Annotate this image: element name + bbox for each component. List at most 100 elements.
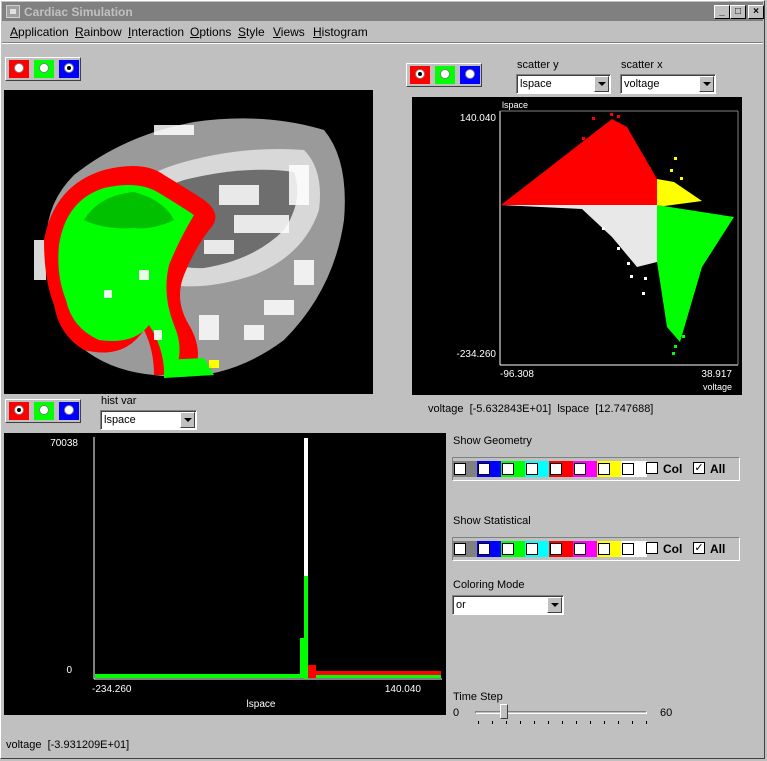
scatter-radio-red[interactable]: [410, 66, 430, 84]
checkbox[interactable]: [598, 543, 610, 555]
title-bar[interactable]: Cardiac Simulation _ □ ×: [2, 2, 764, 21]
statistical-col-checkbox[interactable]: [646, 542, 658, 554]
statistical-swatch[interactable]: [597, 541, 623, 557]
scatter-ymin: -234.260: [457, 349, 497, 360]
maximize-button[interactable]: □: [730, 5, 746, 19]
slider-tick: [604, 721, 605, 724]
checkbox[interactable]: [598, 463, 610, 475]
hist-var-select[interactable]: lspace: [100, 410, 197, 430]
histogram-color-radio-group: [5, 399, 81, 423]
statistical-swatch[interactable]: [573, 541, 599, 557]
geometry-radio-blue[interactable]: [59, 60, 79, 78]
scatter-xmax: 38.917: [701, 369, 732, 380]
scatter-y-select[interactable]: lspace: [516, 74, 611, 94]
show-geometry-label: Show Geometry: [453, 435, 532, 447]
time-step-slider-thumb[interactable]: [500, 704, 508, 719]
geometry-swatch[interactable]: [549, 461, 575, 477]
chevron-down-icon[interactable]: [699, 76, 714, 92]
checkbox[interactable]: [550, 463, 562, 475]
coloring-mode-label: Coloring Mode: [453, 579, 525, 591]
statistical-swatch[interactable]: [453, 541, 479, 557]
histogram-plot[interactable]: 70038 0 -234.260 140.040 lspace: [4, 433, 446, 715]
checkbox[interactable]: [550, 543, 562, 555]
hist-ymax: 70038: [50, 438, 78, 449]
statistical-all-checkbox[interactable]: ✓: [693, 542, 705, 554]
checkbox[interactable]: [502, 463, 514, 475]
chevron-down-icon[interactable]: [547, 597, 562, 613]
menu-application[interactable]: Application: [10, 25, 69, 39]
slider-tick: [478, 721, 479, 724]
checkbox[interactable]: [478, 543, 490, 555]
menu-histogram[interactable]: Histogram: [313, 25, 368, 39]
geometry-swatch[interactable]: [597, 461, 623, 477]
radio-dot: [14, 63, 24, 73]
scatter-x-label: scatter x: [621, 59, 663, 71]
radio-dot: [64, 405, 74, 415]
geometry-radio-green[interactable]: [34, 60, 54, 78]
hist-ymin: 0: [66, 665, 72, 676]
checkbox[interactable]: [454, 543, 466, 555]
geometry-radio-red[interactable]: [9, 60, 29, 78]
menu-options[interactable]: Options: [190, 25, 232, 39]
show-statistical-label: Show Statistical: [453, 515, 531, 527]
statistical-swatch[interactable]: [549, 541, 575, 557]
app-icon[interactable]: [6, 5, 20, 18]
slider-tick: [618, 721, 619, 724]
checkbox[interactable]: [526, 543, 538, 555]
menu-views[interactable]: Views: [273, 25, 305, 39]
scatter-x-select[interactable]: voltage: [620, 74, 716, 94]
checkbox[interactable]: [454, 463, 466, 475]
scatter-x-value: voltage: [624, 78, 660, 90]
slider-tick: [646, 721, 647, 724]
geometry-swatch[interactable]: [525, 461, 551, 477]
hist-x-axis-title: lspace: [247, 699, 276, 710]
chevron-down-icon[interactable]: [180, 412, 195, 428]
geometry-swatch[interactable]: [501, 461, 527, 477]
checkbox[interactable]: [622, 543, 634, 555]
radio-dot: [465, 69, 475, 79]
checkbox[interactable]: [574, 543, 586, 555]
coloring-mode-select[interactable]: or: [452, 595, 564, 615]
geometry-swatch[interactable]: [573, 461, 599, 477]
scatter-radio-blue[interactable]: [460, 66, 480, 84]
minimize-button[interactable]: _: [714, 5, 730, 19]
checkbox[interactable]: [478, 463, 490, 475]
statistical-swatch[interactable]: [501, 541, 527, 557]
menu-rainbow[interactable]: Rainbow: [75, 25, 122, 39]
checkbox[interactable]: [526, 463, 538, 475]
geometry-swatch[interactable]: [621, 461, 647, 477]
radio-dot: [440, 69, 450, 79]
time-step-slider-track[interactable]: [475, 711, 647, 714]
geometry-swatch[interactable]: [453, 461, 479, 477]
statistical-swatch[interactable]: [525, 541, 551, 557]
window-title: Cardiac Simulation: [24, 5, 133, 19]
geometry-swatch[interactable]: [477, 461, 503, 477]
close-button[interactable]: ×: [748, 5, 764, 19]
hist-radio-red[interactable]: [9, 402, 29, 420]
checkbox[interactable]: [502, 543, 514, 555]
statistical-col-label: Col: [663, 542, 683, 556]
statistical-all-label: All: [710, 542, 726, 556]
geometry-col-checkbox[interactable]: [646, 462, 658, 474]
scatter-y-label: scatter y: [517, 59, 559, 71]
menu-style[interactable]: Style: [238, 25, 265, 39]
checkbox[interactable]: [622, 463, 634, 475]
hist-radio-blue[interactable]: [59, 402, 79, 420]
time-step-max: 60: [660, 707, 673, 719]
statistical-swatch[interactable]: [477, 541, 503, 557]
histogram-canvas: 70038 0 -234.260 140.040 lspace: [50, 437, 442, 710]
menu-interaction[interactable]: Interaction: [128, 25, 185, 39]
checkbox[interactable]: [574, 463, 586, 475]
scatter-radio-green[interactable]: [435, 66, 455, 84]
hist-radio-green[interactable]: [34, 402, 54, 420]
geometry-all-checkbox[interactable]: ✓: [693, 462, 705, 474]
heart-model-image: [34, 118, 345, 378]
heart-3d-view[interactable]: [4, 90, 373, 394]
scatter-plot[interactable]: 140.040 -234.260 -96.308 38.917 lspace v…: [412, 97, 742, 395]
menu-bar: Application Rainbow Interaction Options …: [2, 22, 763, 41]
radio-dot: [39, 63, 49, 73]
statistical-swatch[interactable]: [621, 541, 647, 557]
slider-tick: [534, 721, 535, 724]
chevron-down-icon[interactable]: [594, 76, 609, 92]
